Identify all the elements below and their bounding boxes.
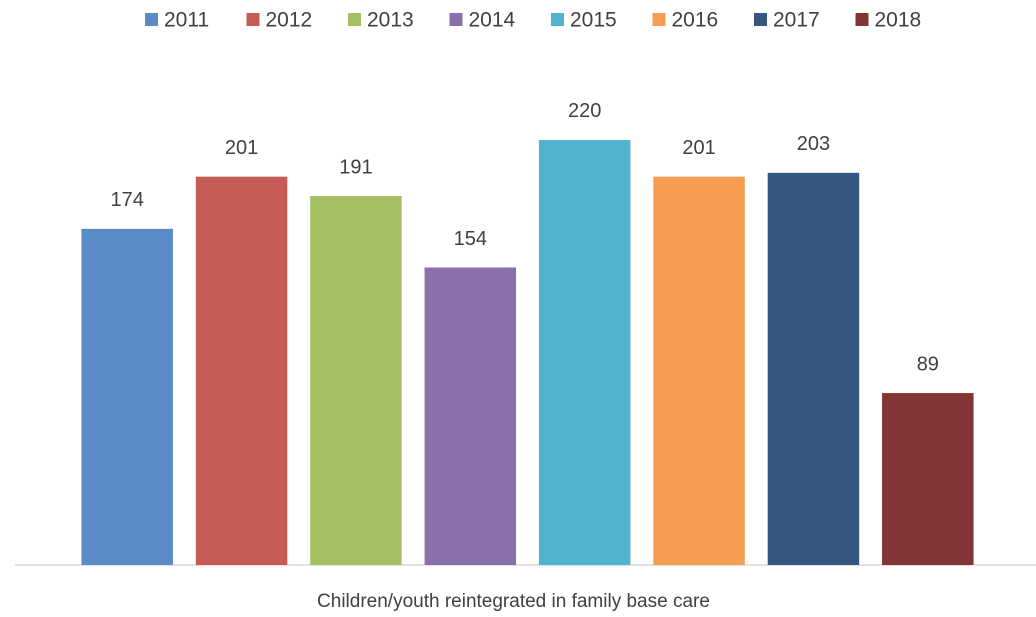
legend-label: 2011 (164, 9, 209, 32)
bar (195, 176, 288, 565)
x-tick-label: Children/youth reintegrated in family ba… (317, 591, 710, 612)
data-label: 191 (339, 156, 372, 178)
bar (81, 228, 173, 565)
legend-swatch (348, 13, 361, 26)
legend-label: 2016 (672, 9, 719, 32)
data-label: 89 (917, 353, 939, 375)
bar (653, 176, 745, 565)
data-label: 201 (682, 137, 715, 159)
bar (882, 393, 974, 565)
legend-swatch (551, 13, 564, 26)
legend-swatch (855, 13, 869, 26)
legend-swatch (246, 13, 260, 26)
legend-label: 2012 (266, 9, 313, 32)
data-label: 203 (797, 133, 830, 155)
bar (767, 172, 860, 565)
legend-label: 2014 (469, 9, 516, 32)
data-label: 220 (568, 100, 601, 122)
legend-swatch (449, 13, 463, 26)
legend-label: 2018 (875, 9, 922, 32)
legend-swatch (754, 13, 767, 26)
legend-label: 2013 (367, 9, 414, 32)
data-label: 154 (454, 228, 487, 250)
bar (538, 139, 631, 565)
legend-label: 2017 (773, 9, 820, 32)
legend-swatch (145, 13, 158, 26)
legend-label: 2015 (570, 9, 617, 32)
legend-swatch (652, 13, 666, 26)
bar (310, 195, 402, 565)
data-label: 201 (225, 137, 258, 159)
data-label: 174 (111, 189, 144, 211)
bar (424, 267, 517, 565)
